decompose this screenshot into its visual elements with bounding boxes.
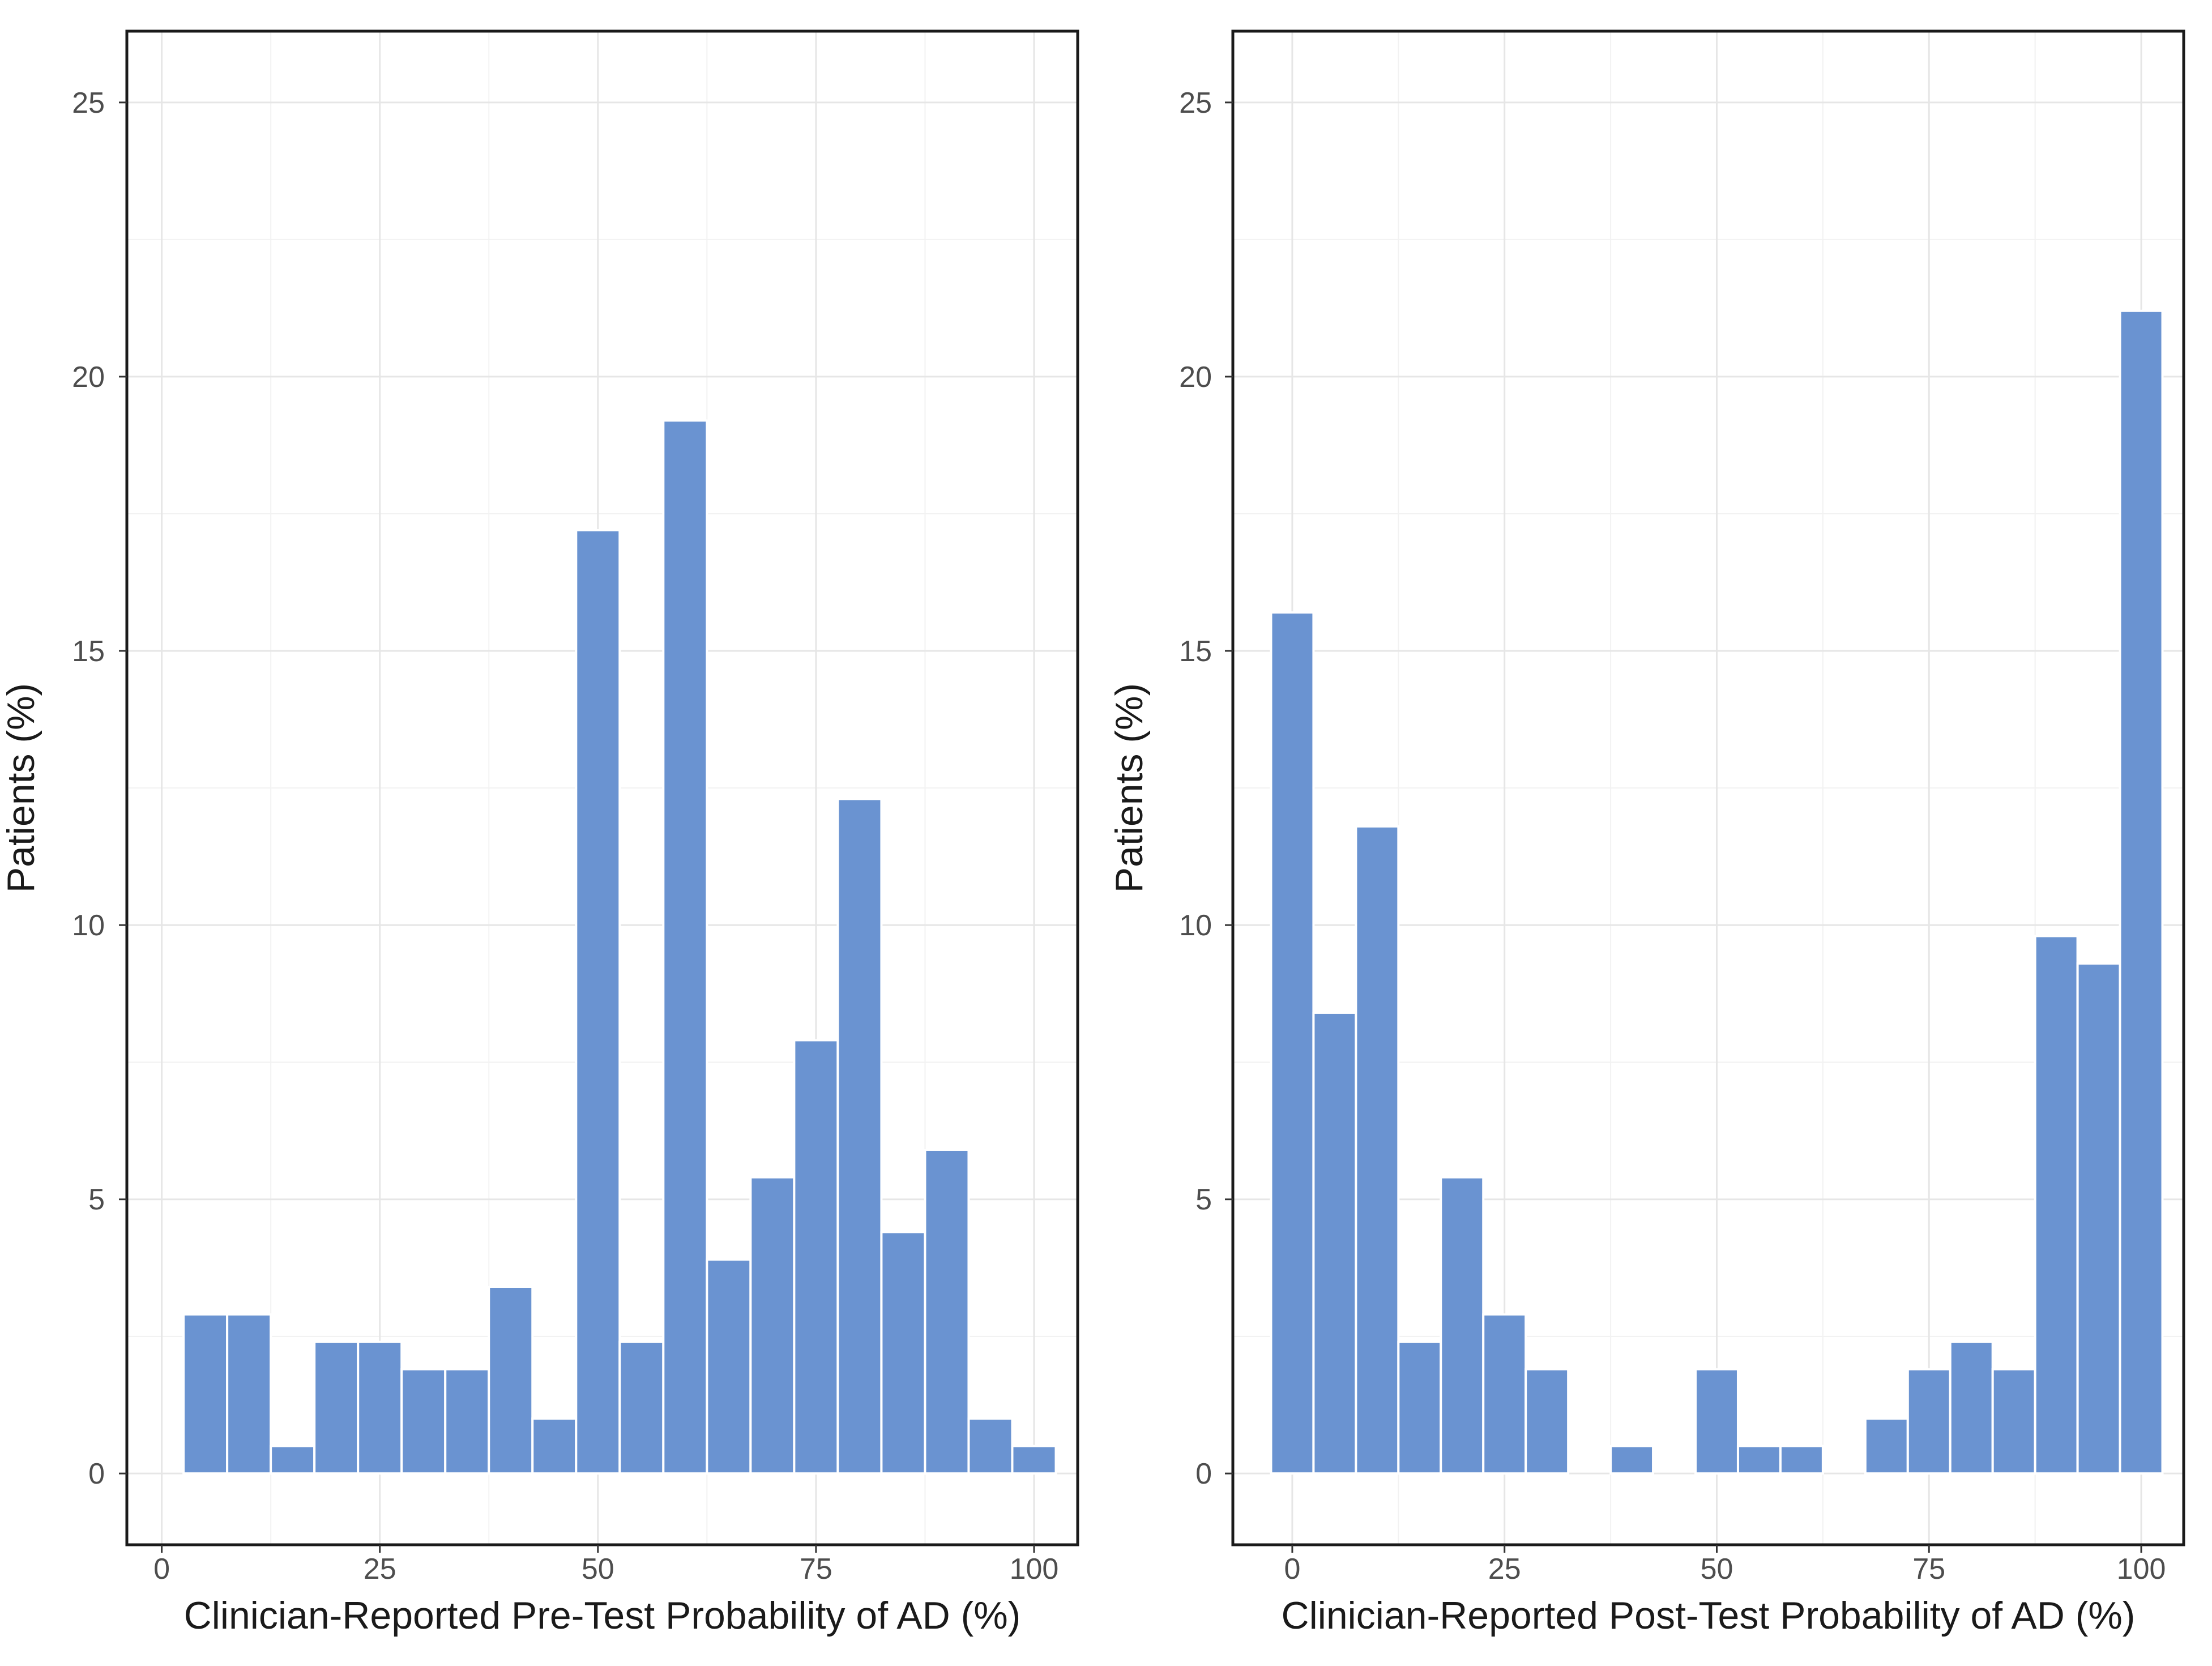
histogram-bar [1355, 825, 1400, 1475]
histogram-bar [2076, 962, 2121, 1475]
histogram-bar [880, 1231, 926, 1475]
histogram-bar [793, 1039, 839, 1475]
histogram-bar [662, 419, 708, 1475]
x-tick-label: 0 [1284, 1553, 1300, 1586]
histogram-bar [1312, 1011, 1357, 1475]
y-tick-label: 25 [72, 87, 105, 120]
histogram-bar [706, 1258, 752, 1475]
histogram-bar [1906, 1368, 1951, 1475]
panel-border [1231, 29, 2185, 1546]
x-tick-label: 75 [1912, 1553, 1945, 1586]
y-tick-label: 0 [88, 1458, 105, 1490]
histogram-bar [1949, 1340, 1994, 1475]
left-panel: 0 5 10 15 20 25 0 25 50 75 100 Clinician-Reported P… [0, 29, 1079, 1637]
y-tick-label: 20 [1179, 361, 1212, 394]
histogram-bar [1991, 1368, 2036, 1475]
histogram-bar [1397, 1340, 1442, 1475]
histogram-bar [444, 1368, 490, 1475]
histogram-bar [1609, 1445, 1655, 1475]
histogram-bar [531, 1417, 578, 1475]
y-tick-label: 0 [1195, 1458, 1212, 1490]
histogram-bar [1864, 1417, 1909, 1475]
x-axis-title: Clinician-Reported Post-Test Probability… [1282, 1594, 2136, 1637]
y-tick-label: 15 [72, 635, 105, 668]
x-axis-title: Clinician-Reported Pre-Test Probability … [184, 1594, 1021, 1637]
histogram-bar [1525, 1368, 1570, 1475]
histogram-bar [836, 798, 883, 1475]
histogram-bar [226, 1313, 272, 1475]
histogram-bar [400, 1368, 447, 1475]
x-tick-label: 25 [1488, 1553, 1521, 1586]
histogram-bar [488, 1285, 534, 1475]
histogram-bar [1694, 1368, 1739, 1475]
y-axis-title: Patients (%) [1108, 683, 1151, 893]
histogram-bar [270, 1445, 316, 1475]
histogram-bar [1270, 611, 1315, 1475]
y-tick-label: 5 [88, 1183, 105, 1216]
histogram-bar [2119, 309, 2164, 1475]
y-tick-label: 20 [72, 361, 105, 394]
x-tick-label: 100 [1010, 1553, 1059, 1586]
x-tick-label: 100 [2117, 1553, 2166, 1586]
histogram-bar [967, 1417, 1014, 1475]
histogram-bar [1011, 1445, 1057, 1475]
histogram-bar [575, 529, 621, 1475]
x-tick-label: 75 [800, 1553, 832, 1586]
histogram-bar [2034, 935, 2079, 1475]
histogram-bar [924, 1148, 970, 1475]
right-panel: 0 5 10 15 20 25 0 25 50 75 100 Clinician-Reported P… [1108, 29, 2185, 1637]
x-tick-label: 50 [582, 1553, 614, 1586]
y-tick-label: 25 [1179, 87, 1212, 120]
x-tick-label: 25 [364, 1553, 396, 1586]
histogram-bar [618, 1340, 665, 1475]
y-tick-label: 5 [1195, 1183, 1212, 1216]
y-tick-label: 15 [1179, 635, 1212, 668]
panel-border [125, 29, 1079, 1546]
y-axis-title: Patients (%) [0, 683, 42, 893]
histogram-bar [1482, 1313, 1527, 1475]
histogram-bar [1779, 1445, 1824, 1475]
histogram-bar [749, 1176, 796, 1475]
histogram-bar [1736, 1445, 1782, 1475]
histogram-bar [1440, 1176, 1485, 1475]
y-tick-label: 10 [1179, 909, 1212, 942]
histogram-bar [313, 1340, 360, 1475]
y-tick-label: 10 [72, 909, 105, 942]
histogram-bar [357, 1340, 403, 1475]
x-tick-label: 0 [153, 1553, 170, 1586]
histogram-bar [182, 1313, 229, 1475]
x-tick-label: 50 [1701, 1553, 1733, 1586]
